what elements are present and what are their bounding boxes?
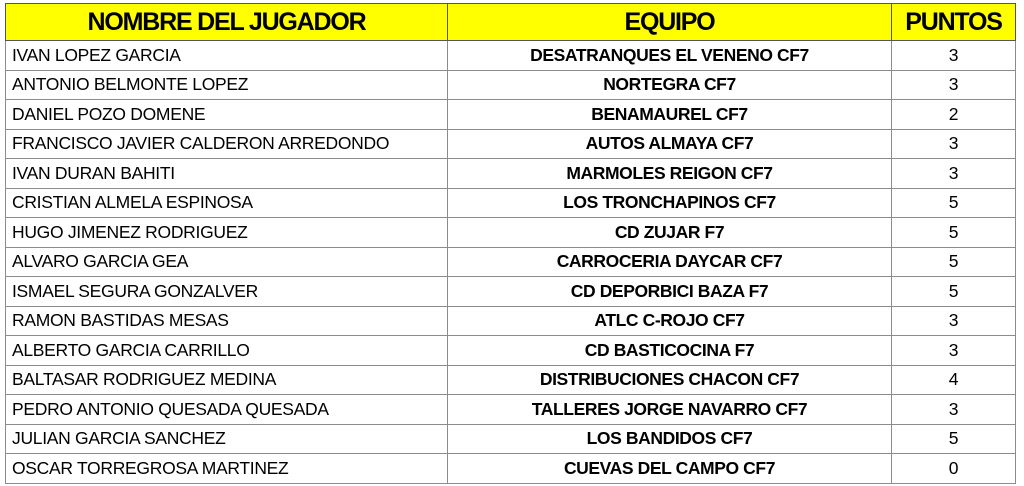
team-cell: NORTEGRA CF7	[447, 69, 892, 100]
players-points-table: NOMBRE DEL JUGADOR EQUIPO PUNTOS IVAN LO…	[5, 3, 1016, 484]
points-cell: 5	[891, 246, 1016, 277]
table-row: JULIAN GARCIA SANCHEZ LOS BANDIDOS CF7 5	[5, 423, 1016, 454]
team-cell: LOS BANDIDOS CF7	[447, 423, 892, 454]
player-name-cell: JULIAN GARCIA SANCHEZ	[5, 423, 448, 454]
table-row: PEDRO ANTONIO QUESADA QUESADA TALLERES JO…	[5, 394, 1016, 425]
points-cell: 3	[891, 394, 1016, 425]
points-cell: 3	[891, 158, 1016, 189]
points-cell: 0	[891, 453, 1016, 484]
points-cell: 5	[891, 423, 1016, 454]
team-cell: CUEVAS DEL CAMPO CF7	[447, 453, 892, 484]
player-name-cell: ALVARO GARCIA GEA	[5, 246, 448, 277]
points-cell: 3	[891, 40, 1016, 71]
team-cell: CD BASTICOCINA F7	[447, 335, 892, 366]
table-row: OSCAR TORREGROSA MARTINEZ CUEVAS DEL CAMP…	[5, 453, 1016, 484]
header-row: NOMBRE DEL JUGADOR EQUIPO PUNTOS	[5, 3, 1016, 41]
points-cell: 5	[891, 276, 1016, 307]
table-row: FRANCISCO JAVIER CALDERON ARREDONDO AUTOS…	[5, 128, 1016, 159]
team-cell: CD ZUJAR F7	[447, 217, 892, 248]
team-cell: DISTRIBUCIONES CHACON CF7	[447, 364, 892, 395]
player-name-cell: IVAN LOPEZ GARCIA	[5, 40, 448, 71]
team-cell: MARMOLES REIGON CF7	[447, 158, 892, 189]
points-cell: 4	[891, 364, 1016, 395]
team-cell: CARROCERIA DAYCAR CF7	[447, 246, 892, 277]
points-cell: 3	[891, 305, 1016, 336]
player-name-cell: ALBERTO GARCIA CARRILLO	[5, 335, 448, 366]
team-cell: DESATRANQUES EL VENENO CF7	[447, 40, 892, 71]
table-row: ANTONIO BELMONTE LOPEZ NORTEGRA CF7 3	[5, 69, 1016, 100]
points-cell: 3	[891, 335, 1016, 366]
team-cell: AUTOS ALMAYA CF7	[447, 128, 892, 159]
header-player-name: NOMBRE DEL JUGADOR	[5, 3, 448, 41]
points-cell: 5	[891, 187, 1016, 218]
table-row: IVAN LOPEZ GARCIA DESATRANQUES EL VENENO …	[5, 40, 1016, 71]
header-points: PUNTOS	[891, 3, 1016, 41]
player-name-cell: BALTASAR RODRIGUEZ MEDINA	[5, 364, 448, 395]
table-row: IVAN DURAN BAHITI MARMOLES REIGON CF7 3	[5, 158, 1016, 189]
player-name-cell: RAMON BASTIDAS MESAS	[5, 305, 448, 336]
table-row: ALVARO GARCIA GEA CARROCERIA DAYCAR CF7 5	[5, 246, 1016, 277]
table-row: HUGO JIMENEZ RODRIGUEZ CD ZUJAR F7 5	[5, 217, 1016, 248]
player-name-cell: DANIEL POZO DOMENE	[5, 99, 448, 130]
points-cell: 2	[891, 99, 1016, 130]
player-name-cell: OSCAR TORREGROSA MARTINEZ	[5, 453, 448, 484]
header-team: EQUIPO	[447, 3, 892, 41]
points-cell: 3	[891, 128, 1016, 159]
player-name-cell: IVAN DURAN BAHITI	[5, 158, 448, 189]
team-cell: CD DEPORBICI BAZA F7	[447, 276, 892, 307]
player-name-cell: PEDRO ANTONIO QUESADA QUESADA	[5, 394, 448, 425]
player-name-cell: CRISTIAN ALMELA ESPINOSA	[5, 187, 448, 218]
team-cell: BENAMAUREL CF7	[447, 99, 892, 130]
team-cell: ATLC C-ROJO CF7	[447, 305, 892, 336]
table-row: ALBERTO GARCIA CARRILLO CD BASTICOCINA F7…	[5, 335, 1016, 366]
player-name-cell: ISMAEL SEGURA GONZALVER	[5, 276, 448, 307]
team-cell: LOS TRONCHAPINOS CF7	[447, 187, 892, 218]
player-name-cell: FRANCISCO JAVIER CALDERON ARREDONDO	[5, 128, 448, 159]
table-row: BALTASAR RODRIGUEZ MEDINA DISTRIBUCIONES …	[5, 364, 1016, 395]
table-row: ISMAEL SEGURA GONZALVER CD DEPORBICI BAZA…	[5, 276, 1016, 307]
table-row: DANIEL POZO DOMENE BENAMAUREL CF7 2	[5, 99, 1016, 130]
table-row: RAMON BASTIDAS MESAS ATLC C-ROJO CF7 3	[5, 305, 1016, 336]
player-name-cell: HUGO JIMENEZ RODRIGUEZ	[5, 217, 448, 248]
table-row: CRISTIAN ALMELA ESPINOSA LOS TRONCHAPINOS…	[5, 187, 1016, 218]
player-name-cell: ANTONIO BELMONTE LOPEZ	[5, 69, 448, 100]
points-cell: 3	[891, 69, 1016, 100]
team-cell: TALLERES JORGE NAVARRO CF7	[447, 394, 892, 425]
points-cell: 5	[891, 217, 1016, 248]
